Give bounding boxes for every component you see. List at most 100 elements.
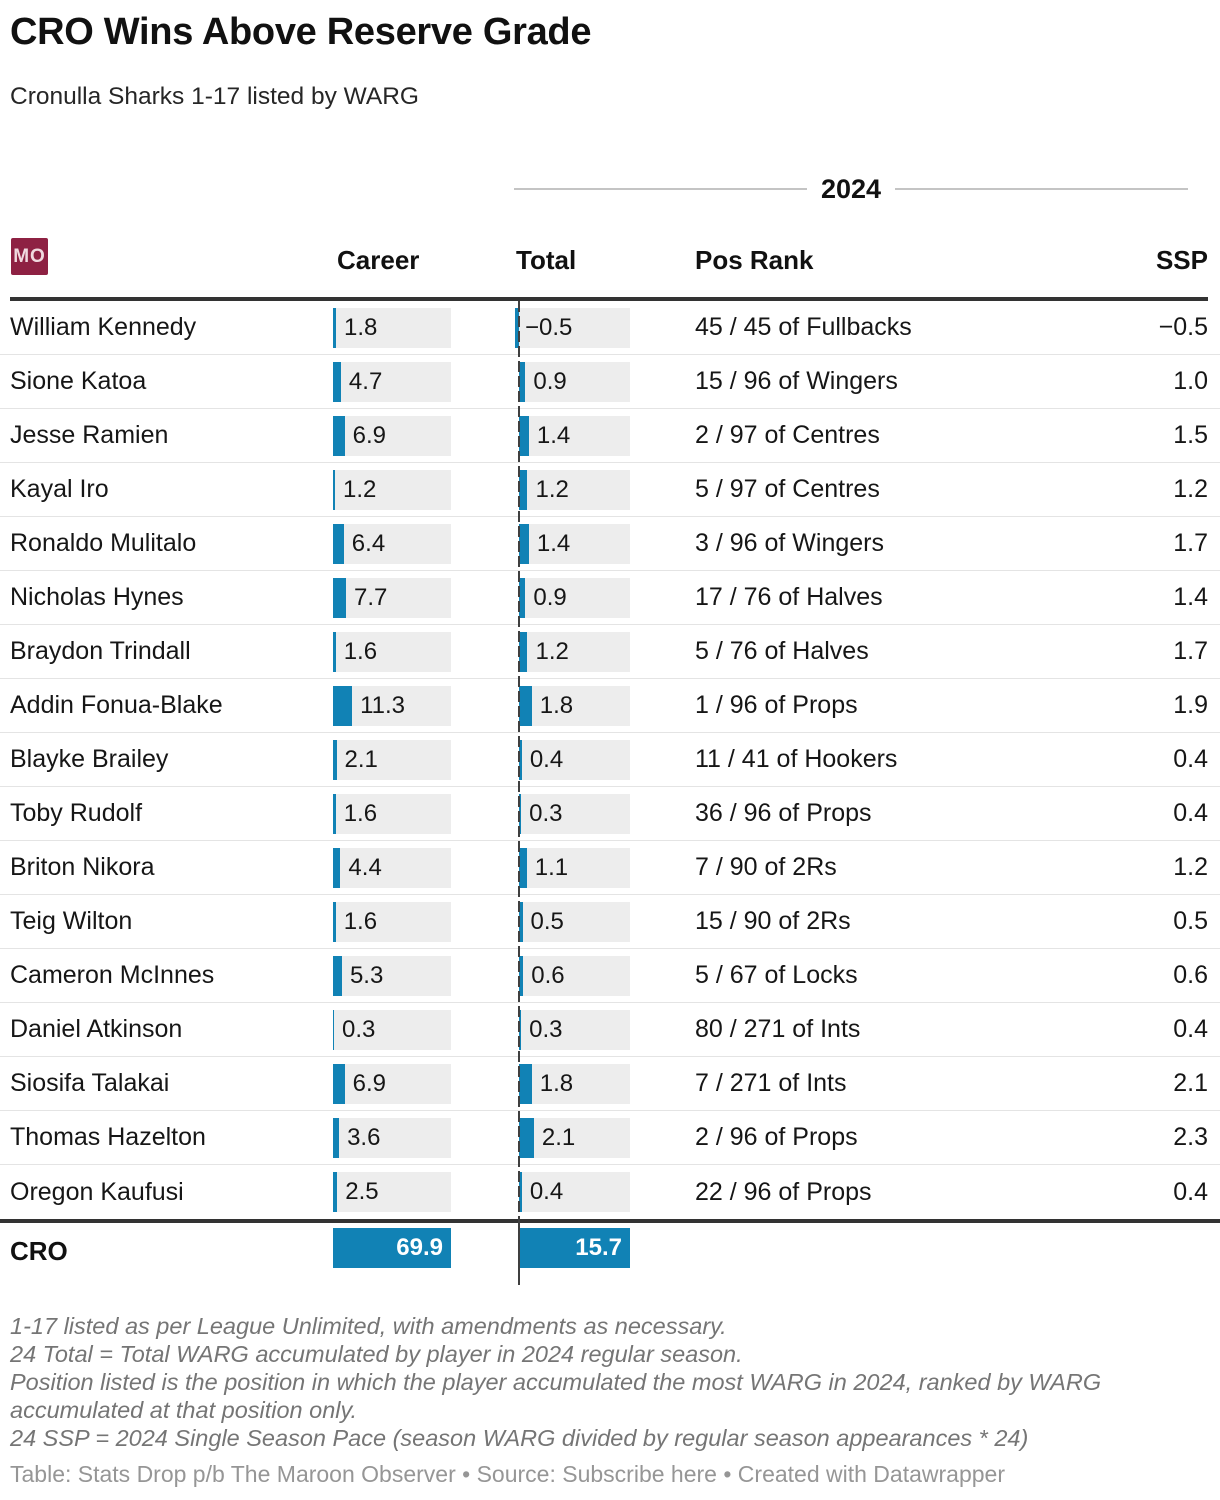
player-name: Ronaldo Mulitalo xyxy=(10,529,197,557)
total-bar-cell: 2.1 xyxy=(519,1118,630,1158)
ssp-value: 1.2 xyxy=(1173,475,1208,503)
career-bar-cell: 3.6 xyxy=(333,1118,451,1158)
player-name: Nicholas Hynes xyxy=(10,583,184,611)
career-bar xyxy=(333,1064,345,1104)
ssp-value: 1.7 xyxy=(1173,637,1208,665)
footnote-line: 24 Total = Total WARG accumulated by pla… xyxy=(10,1341,743,1367)
career-bar xyxy=(333,416,345,456)
table-row: Briton Nikora 4.4 1.1 7 / 90 of 2Rs 1.2 xyxy=(0,841,1220,895)
footnote-line: 1-17 listed as per League Unlimited, wit… xyxy=(10,1313,727,1339)
career-value: 1.6 xyxy=(343,800,378,827)
total-bar-cell: 0.4 xyxy=(519,740,630,780)
footnote-line: accumulated at that position only. xyxy=(10,1397,358,1423)
pos-rank: 2 / 97 of Centres xyxy=(695,421,880,449)
attribution-table-credit: Table: Stats Drop p/b The Maroon Observe… xyxy=(10,1461,456,1487)
attribution-source-link[interactable]: Subscribe here xyxy=(562,1461,717,1487)
pos-rank: 80 / 271 of Ints xyxy=(695,1015,861,1043)
career-bar-cell: 4.4 xyxy=(333,848,451,888)
total-value: 1.8 xyxy=(539,1070,574,1097)
career-bar-cell: 0.3 xyxy=(333,1010,451,1050)
total-bar-cell: 0.9 xyxy=(519,578,630,618)
career-bar-cell: 1.2 xyxy=(333,470,451,510)
pos-rank: 15 / 96 of Wingers xyxy=(695,367,898,395)
career-bar xyxy=(333,362,341,402)
total-value: 0.6 xyxy=(531,962,565,989)
total-bar xyxy=(519,686,532,726)
career-bar-cell: 1.6 xyxy=(333,794,451,834)
page-subtitle: Cronulla Sharks 1-17 listed by WARG xyxy=(10,83,419,110)
year-rule-right xyxy=(895,188,1189,190)
column-header-career: Career xyxy=(337,245,420,275)
player-name: Daniel Atkinson xyxy=(10,1015,183,1043)
total-value: 1.2 xyxy=(535,476,569,503)
player-name: Blayke Brailey xyxy=(10,745,169,773)
ssp-value: 0.4 xyxy=(1173,1015,1208,1043)
ssp-value: 1.4 xyxy=(1173,583,1208,611)
career-bar-cell: 1.6 xyxy=(333,902,451,942)
total-bar xyxy=(519,740,522,780)
career-bar-cell: 7.7 xyxy=(333,578,451,618)
career-bar xyxy=(333,1172,338,1212)
total-bar-cell: −0.5 xyxy=(515,308,630,348)
year-rule-left xyxy=(514,188,807,190)
table-row: Ronaldo Mulitalo 6.4 1.4 3 / 96 of Winge… xyxy=(0,517,1220,571)
table-body: William Kennedy 1.8 −0.5 45 / 45 of Full… xyxy=(0,301,1220,1285)
pos-rank: 7 / 271 of Ints xyxy=(695,1069,847,1097)
year-group-header: 2024 xyxy=(514,173,1189,204)
total-bar-cell: 1.4 xyxy=(519,524,630,564)
career-value: 5.3 xyxy=(349,962,384,989)
total-value: 0.5 xyxy=(530,908,564,935)
career-bar-cell: 6.9 xyxy=(333,1064,451,1104)
page-title: CRO Wins Above Reserve Grade xyxy=(10,11,592,53)
pos-rank: 1 / 96 of Props xyxy=(695,691,858,719)
player-name: William Kennedy xyxy=(10,313,197,341)
career-value: 3.6 xyxy=(347,1124,381,1151)
total-bar-cell: 1.1 xyxy=(519,848,630,888)
total-value: 2.1 xyxy=(541,1124,576,1151)
total-value: 0.3 xyxy=(529,1016,563,1043)
career-bar xyxy=(333,1118,340,1158)
career-value: 11.3 xyxy=(360,692,405,719)
total-bar-cell: 0.4 xyxy=(519,1172,630,1212)
career-value: 4.7 xyxy=(348,368,383,395)
summary-row-cro: CRO 69.9 15.7 xyxy=(0,1219,1220,1285)
career-bar-cell: 5.3 xyxy=(333,956,451,996)
total-bar xyxy=(519,956,524,996)
table-row: Kayal Iro 1.2 1.2 5 / 97 of Centres 1.2 xyxy=(0,463,1220,517)
career-bar xyxy=(333,308,337,348)
career-bar-cell: 2.5 xyxy=(333,1172,451,1212)
total-bar-cell: 1.8 xyxy=(519,686,630,726)
pos-rank: 7 / 90 of 2Rs xyxy=(695,853,837,881)
career-bar-cell: 1.6 xyxy=(333,632,451,672)
maroon-observer-logo: MO xyxy=(11,238,48,275)
ssp-value: 2.1 xyxy=(1173,1069,1208,1097)
summary-team-label: CRO xyxy=(10,1235,68,1266)
career-bar-cell: 11.3 xyxy=(333,686,451,726)
career-value: 6.9 xyxy=(352,422,387,449)
ssp-value: 1.7 xyxy=(1173,529,1208,557)
ssp-value: −0.5 xyxy=(1158,313,1208,341)
total-bar-cell: 1.8 xyxy=(519,1064,630,1104)
career-bar-cell: 4.7 xyxy=(333,362,451,402)
total-value: 1.4 xyxy=(536,422,571,449)
year-label: 2024 xyxy=(820,173,882,204)
total-bar-cell: 0.3 xyxy=(519,1010,630,1050)
total-bar-cell: 1.2 xyxy=(519,632,630,672)
total-bar xyxy=(519,848,527,888)
pos-rank: 3 / 96 of Wingers xyxy=(695,529,884,557)
pos-rank: 17 / 76 of Halves xyxy=(695,583,883,611)
pos-rank: 5 / 67 of Locks xyxy=(695,961,858,989)
table-row: Sione Katoa 4.7 0.9 15 / 96 of Wingers 1… xyxy=(0,355,1220,409)
total-bar-cell: 1.4 xyxy=(519,416,630,456)
pos-rank: 22 / 96 of Props xyxy=(695,1177,872,1206)
table-row: Oregon Kaufusi 2.5 0.4 22 / 96 of Props … xyxy=(0,1165,1220,1219)
total-value: −0.5 xyxy=(525,314,573,341)
column-header-total: Total xyxy=(516,245,577,275)
player-name: Sione Katoa xyxy=(10,367,147,395)
total-bar-cell: 0.6 xyxy=(519,956,630,996)
player-name: Kayal Iro xyxy=(10,475,109,503)
pos-rank: 11 / 41 of Hookers xyxy=(695,745,898,773)
table-row: Daniel Atkinson 0.3 0.3 80 / 271 of Ints… xyxy=(0,1003,1220,1057)
total-bar xyxy=(519,470,528,510)
